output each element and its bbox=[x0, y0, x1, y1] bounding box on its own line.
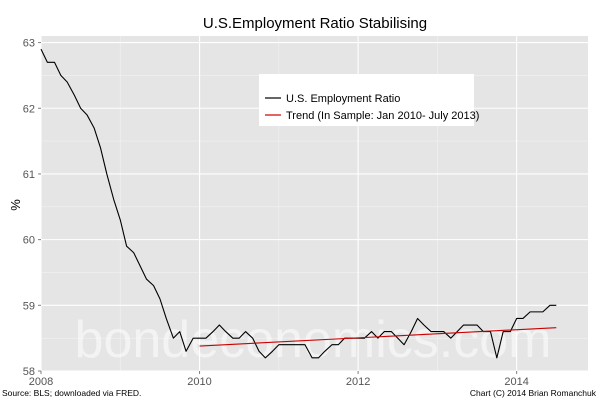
x-tick-label: 2010 bbox=[187, 376, 211, 388]
footnote-credit: Chart (C) 2014 Brian Romanchuk bbox=[470, 388, 597, 398]
y-axis-ticks: 58 59 60 61 62 63 bbox=[23, 38, 41, 378]
footnote-source: Source: BLS; downloaded via FRED. bbox=[2, 388, 141, 398]
y-tick-label: 58 bbox=[23, 366, 35, 378]
y-tick-label: 60 bbox=[23, 235, 35, 247]
x-tick-label: 2008 bbox=[29, 376, 53, 388]
y-axis-label: % bbox=[8, 199, 23, 211]
y-tick-label: 59 bbox=[23, 300, 35, 312]
series-line-employment-ratio bbox=[40, 48, 557, 359]
series-line-trend bbox=[199, 327, 557, 347]
y-tick-label: 61 bbox=[23, 169, 35, 181]
legend-label-employment: U.S. Employment Ratio bbox=[286, 93, 400, 105]
legend-label-trend: Trend (In Sample: Jan 2010- July 2013) bbox=[286, 110, 479, 122]
legend: U.S. Employment Ratio Trend (In Sample: … bbox=[259, 74, 479, 126]
x-axis-ticks: 2008 2010 2012 2014 bbox=[29, 371, 529, 388]
x-tick-label: 2014 bbox=[504, 376, 528, 388]
chart-title: U.S.Employment Ratio Stabilising bbox=[203, 15, 427, 32]
legend-box bbox=[259, 74, 474, 126]
series-layer bbox=[40, 48, 557, 359]
grid-major bbox=[40, 36, 588, 372]
y-tick-label: 63 bbox=[23, 38, 35, 50]
x-tick-label: 2012 bbox=[346, 376, 370, 388]
y-tick-label: 62 bbox=[23, 103, 35, 115]
